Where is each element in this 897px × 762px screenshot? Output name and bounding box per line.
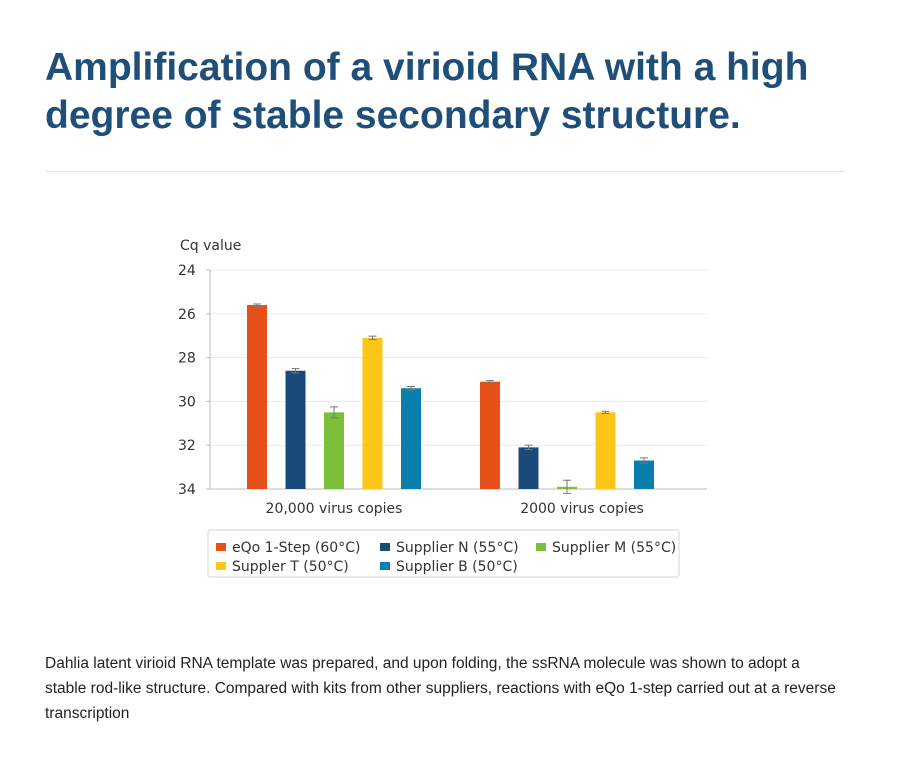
y-axis-title: Cq value [180,238,241,254]
bar-chart: 24 26 28 30 32 34 Cq value 20,000 virus copie… [178,238,707,578]
bar [285,370,306,489]
category-labels: 20,000 virus copies 2000 virus copies [266,501,644,517]
bar [480,381,500,489]
grid-lines [210,269,707,490]
page-title: Amplification of a virioid RNA with a hi… [45,46,809,137]
legend-label: eQo 1-Step (60°C) [232,540,360,556]
y-tick-label: 26 [178,307,196,323]
title-divider [45,171,845,172]
y-tick-label: 28 [178,351,196,367]
bar [518,447,539,489]
category-label: 2000 virus copies [520,501,644,517]
category-label: 20,000 virus copies [266,501,403,517]
legend-swatch [380,562,390,570]
legend-box [207,529,680,578]
bars [247,303,654,494]
y-axis: 24 26 28 30 32 34 [178,263,211,498]
y-tick-label: 32 [178,438,196,454]
y-tick-label: 34 [178,482,196,498]
legend-swatch [536,543,546,551]
bar [362,337,383,489]
bar [634,460,654,489]
y-tick-label: 30 [178,394,196,410]
legend-swatch [216,562,226,570]
y-tick-label: 24 [178,263,196,279]
legend-label: Suppler T (50°C) [232,559,349,575]
legend-swatch [216,543,226,551]
bar [595,412,616,489]
bar [247,305,267,489]
legend: eQo 1-Step (60°C) Supplier N (55°C) Suppli… [207,529,680,578]
bar [401,388,421,489]
legend-label: Supplier M (55°C) [552,540,676,556]
legend-label: Supplier N (55°C) [396,540,519,556]
figure-caption: Dahlia latent virioid RNA template was p… [45,655,836,722]
legend-swatch [380,543,390,551]
legend-label: Supplier B (50°C) [396,559,518,575]
bar [324,412,344,489]
